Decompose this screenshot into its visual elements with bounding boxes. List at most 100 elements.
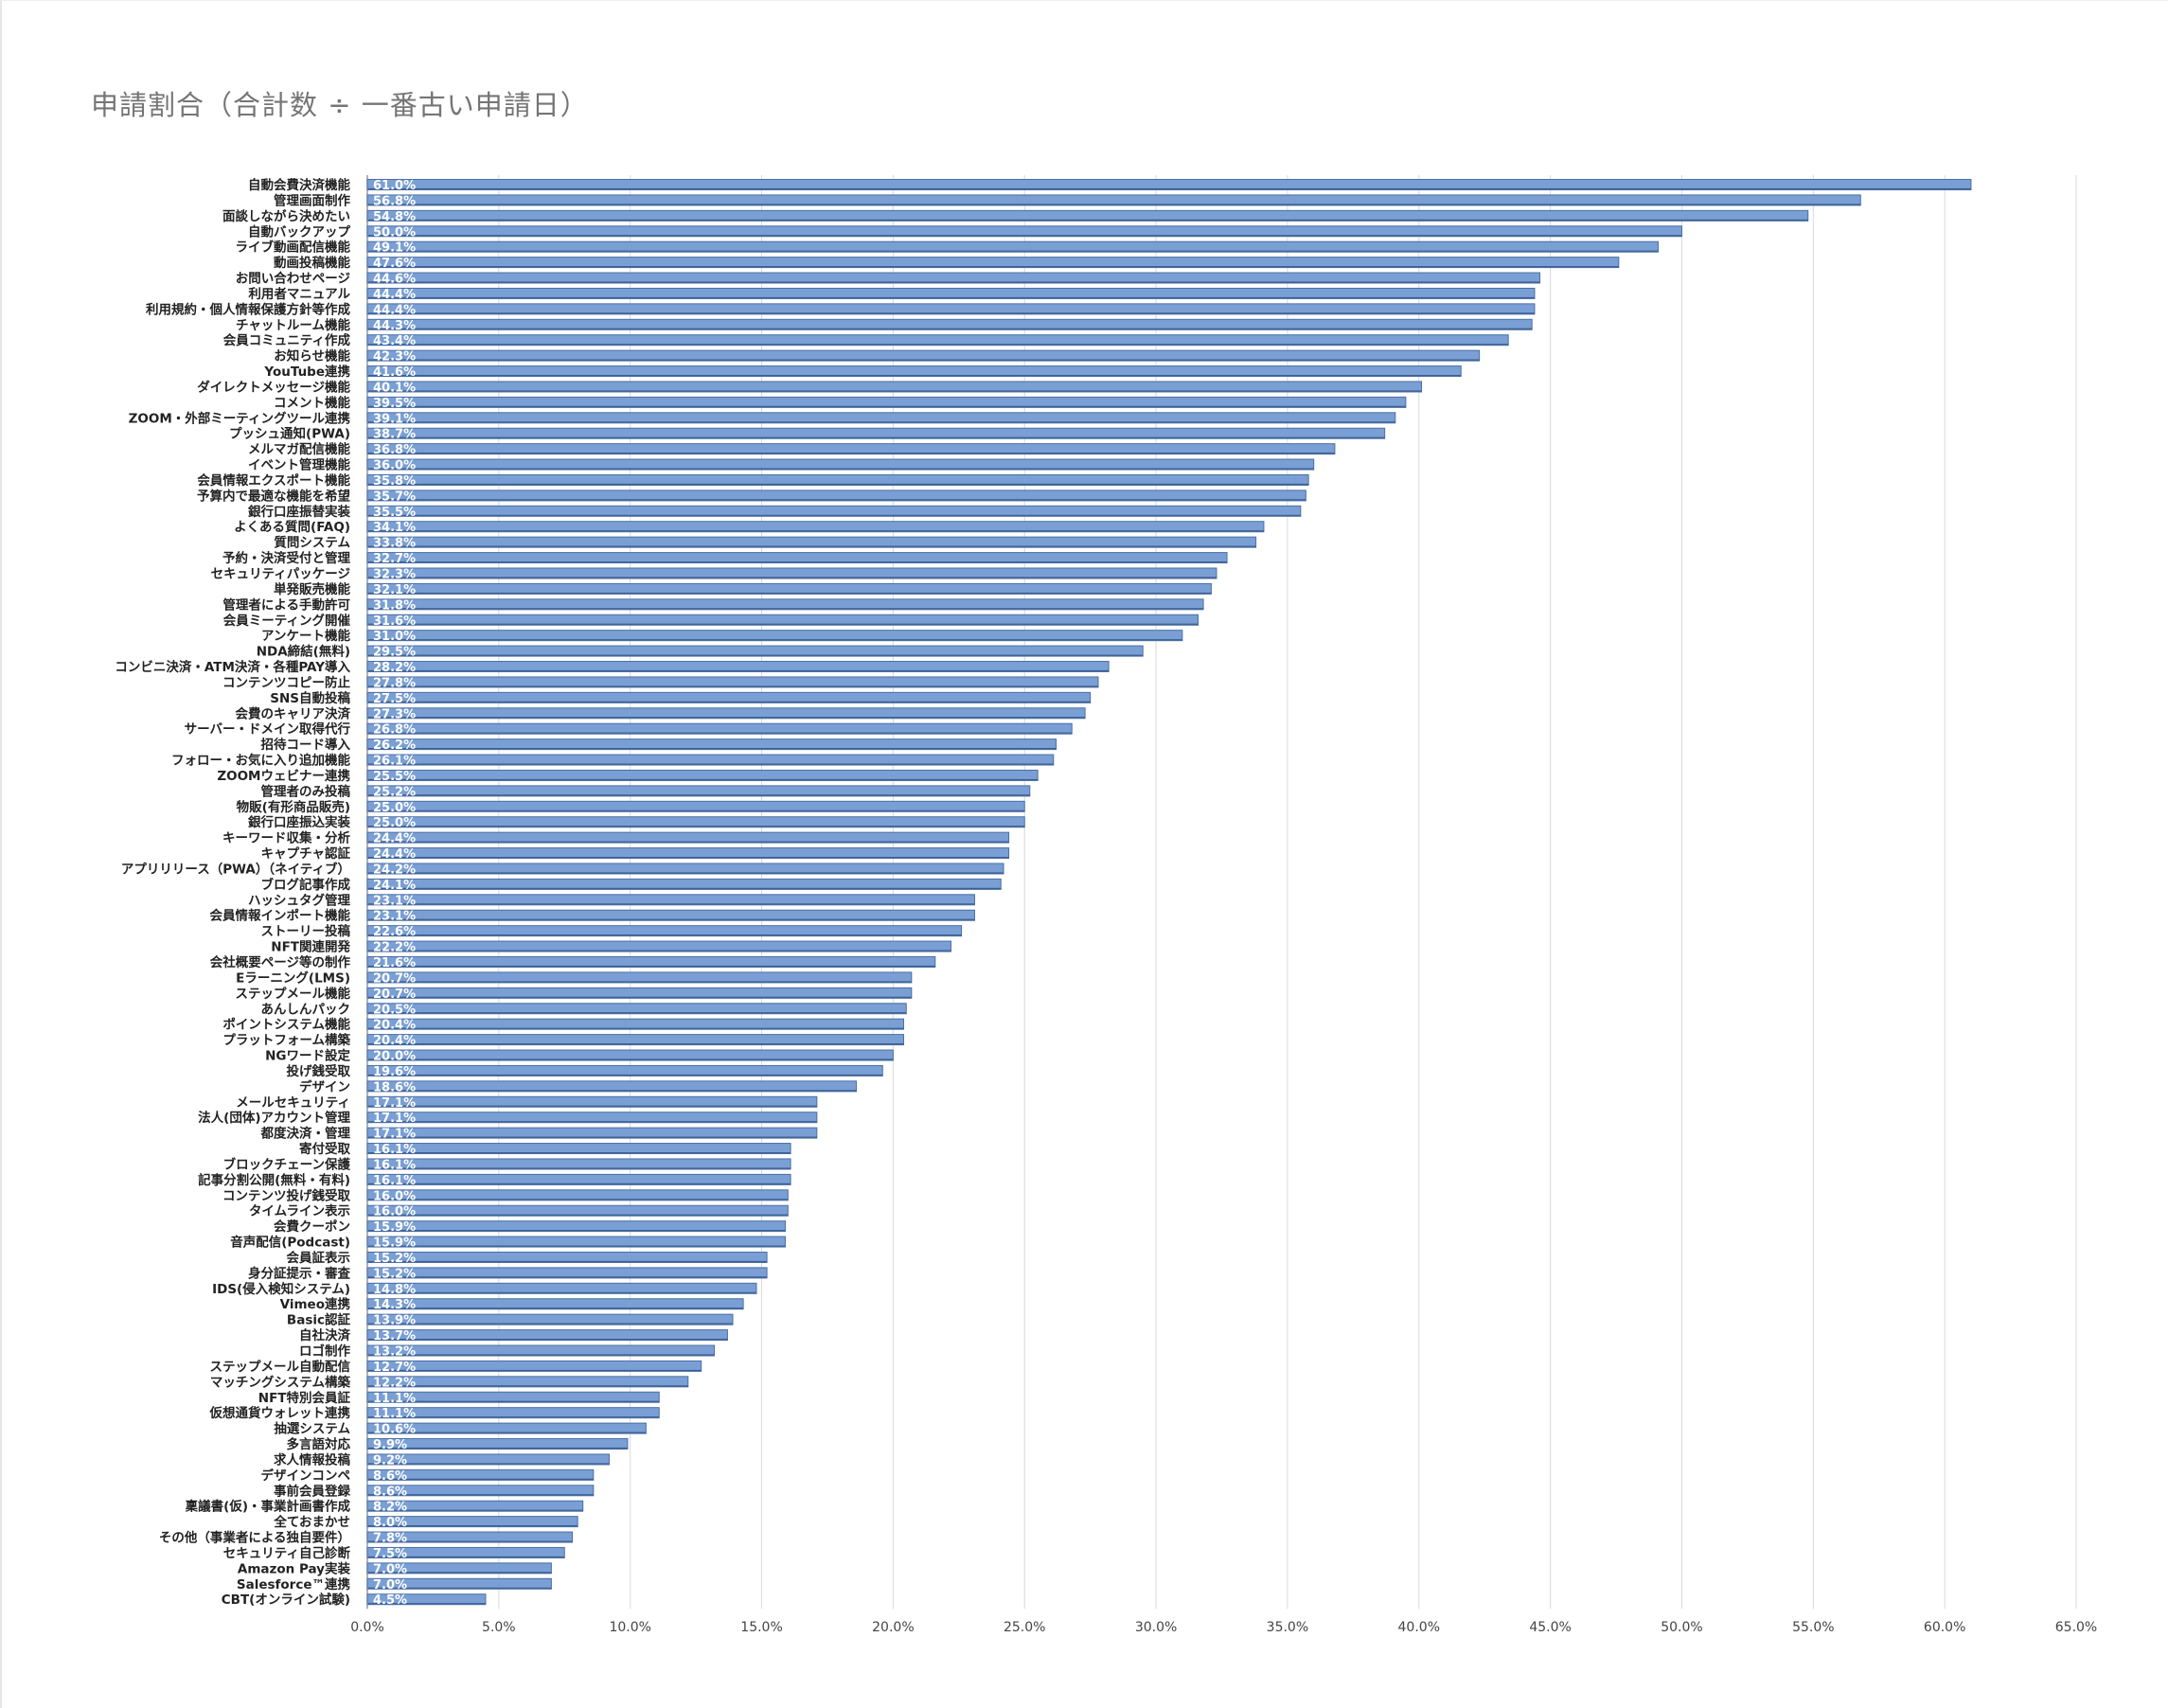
category-label: チャットルーム機能 <box>236 317 350 333</box>
bar <box>366 1422 647 1434</box>
category-label: NFT特別会員証 <box>258 1390 351 1406</box>
data-label: 28.2% <box>373 661 416 675</box>
bar <box>366 754 1055 766</box>
category-label: ブログ記事作成 <box>261 877 351 893</box>
bar <box>366 863 1004 875</box>
data-label: 8.6% <box>373 1469 407 1484</box>
category-label: 音声配信(Podcast) <box>230 1235 350 1251</box>
category-label: コンテンツコピー防止 <box>222 674 350 690</box>
category-label: 全ておまかせ <box>273 1514 350 1530</box>
category-label: 抽選システム <box>274 1421 350 1437</box>
category-label: 利用者マニュアル <box>248 286 350 302</box>
bar <box>366 1344 716 1357</box>
category-label: 会員ミーティング開催 <box>223 613 351 629</box>
bar <box>366 1236 787 1248</box>
bar <box>366 365 1462 378</box>
data-label: 17.1% <box>373 1096 416 1111</box>
bar <box>366 614 1200 626</box>
bar <box>366 645 1144 657</box>
category-label: NFT関連開発 <box>271 939 350 955</box>
bar <box>366 1468 595 1481</box>
category-label: デザイン <box>299 1078 350 1094</box>
bar <box>366 1189 789 1201</box>
category-label: 稟議書(仮)・事業計画書作成 <box>186 1499 351 1515</box>
x-tick-label: 60.0% <box>1924 1620 1965 1635</box>
category-label: 会員情報インポート機能 <box>210 908 351 924</box>
data-label: 20.4% <box>373 1034 416 1048</box>
data-label: 13.2% <box>373 1345 416 1360</box>
bar <box>366 1500 584 1512</box>
bar <box>366 630 1183 642</box>
bar <box>366 505 1302 517</box>
data-label: 13.9% <box>373 1314 416 1328</box>
data-label: 20.7% <box>373 971 416 986</box>
bar <box>366 1593 487 1606</box>
bar <box>366 971 913 984</box>
category-label: デザインコンペ <box>261 1468 351 1484</box>
bar <box>366 240 1659 253</box>
data-label: 7.8% <box>373 1532 407 1546</box>
x-tick-label: 0.0% <box>350 1620 384 1635</box>
x-tick-label: 20.0% <box>872 1620 914 1635</box>
chart-title: 申請割合（合計数 ÷ 一番古い申請日） <box>91 89 589 121</box>
category-label: CBT(オンライン試験) <box>222 1592 350 1608</box>
category-label: 予算内で最適な機能を希望 <box>197 488 350 504</box>
category-label: アンケート機能 <box>261 628 350 644</box>
data-label: 10.6% <box>373 1423 416 1437</box>
bar <box>366 1251 768 1263</box>
bar <box>366 1376 689 1388</box>
category-label: 寄付受取 <box>299 1141 350 1157</box>
category-label: ロゴ制作 <box>299 1343 350 1360</box>
category-label: メルマガ配信機能 <box>248 441 350 457</box>
data-label: 16.0% <box>373 1205 416 1219</box>
data-label: 36.8% <box>373 443 416 457</box>
bar <box>366 940 951 952</box>
category-label: 会員証表示 <box>287 1250 351 1266</box>
data-label: 8.6% <box>373 1485 407 1499</box>
category-label: NDA締結(無料) <box>257 644 350 660</box>
bar <box>366 816 1025 828</box>
bar <box>366 1003 907 1015</box>
bar <box>366 800 1025 812</box>
bar <box>366 1127 818 1139</box>
bar <box>366 722 1073 735</box>
bar <box>366 987 913 999</box>
bar <box>366 1453 610 1466</box>
category-label: コメント機能 <box>274 395 350 411</box>
data-label: 44.6% <box>373 273 416 287</box>
bar <box>366 1485 595 1497</box>
category-label: 記事分割公開(無料・有料) <box>198 1172 350 1188</box>
category-label: タイムライン表示 <box>249 1203 350 1219</box>
data-label: 7.5% <box>373 1547 407 1561</box>
data-label: 27.3% <box>373 707 416 721</box>
bar <box>366 1546 565 1558</box>
category-label: 動画投稿機能 <box>274 255 350 271</box>
data-label: 33.8% <box>373 537 416 551</box>
category-label: 会費のキャリア決済 <box>236 705 351 721</box>
category-label: 招待コード導入 <box>261 737 351 753</box>
bar <box>366 1112 818 1124</box>
category-label: IDS(侵入検知システム) <box>212 1281 350 1297</box>
bar <box>366 1204 789 1217</box>
x-axis-ticks: 0.0% 5.0% 10.0% 15.0% 20.0% 25.0% 30.0% 35.0% 40… <box>350 1620 2097 1635</box>
x-tick-label: 25.0% <box>1004 1620 1045 1635</box>
category-label: その他（事業者による独自要件） <box>159 1530 350 1546</box>
category-label: サーバー・ドメイン取得代行 <box>185 721 351 738</box>
data-label: 32.1% <box>373 583 416 597</box>
category-label: 仮想通貨ウォレット連携 <box>209 1405 351 1421</box>
data-label: 23.1% <box>373 894 416 908</box>
x-tick-label: 45.0% <box>1529 1620 1571 1635</box>
category-label: 質問システム <box>274 535 350 551</box>
bar <box>366 209 1809 222</box>
category-label: 予約・決済受付と管理 <box>222 550 350 566</box>
data-label: 31.6% <box>373 614 416 629</box>
data-label: 44.4% <box>373 303 416 317</box>
bar <box>366 303 1536 315</box>
data-label: 16.0% <box>373 1189 416 1203</box>
bar <box>366 769 1039 781</box>
bar <box>366 396 1407 408</box>
data-label: 4.5% <box>373 1593 407 1608</box>
data-label: 16.1% <box>373 1158 416 1172</box>
data-label: 25.0% <box>373 801 416 815</box>
